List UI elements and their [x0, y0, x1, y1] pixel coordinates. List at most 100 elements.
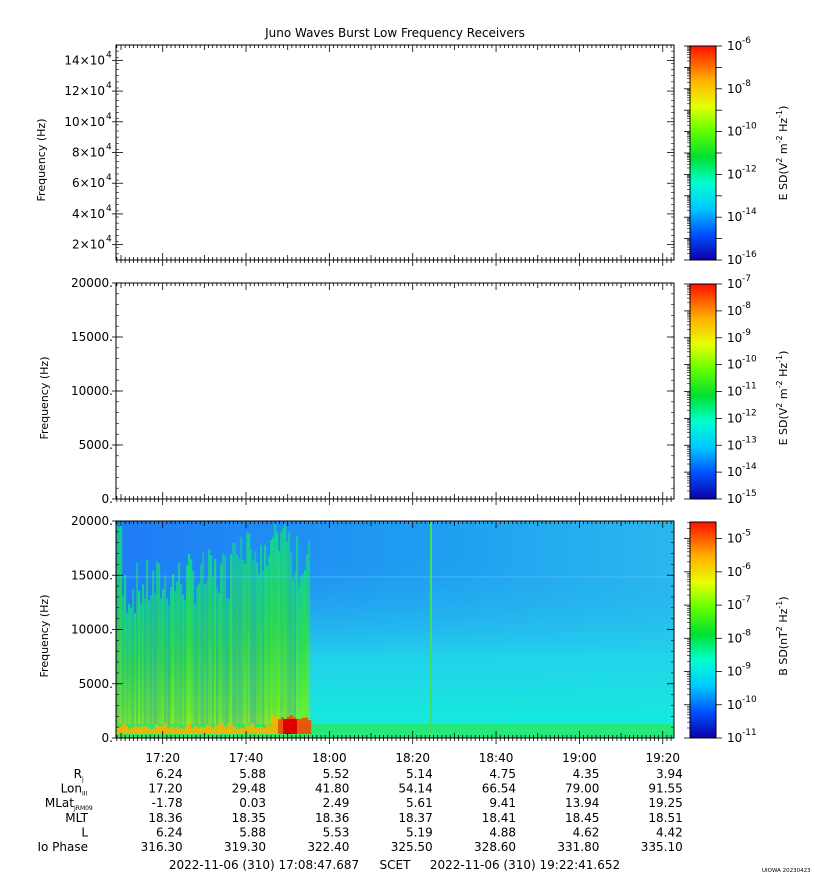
spectrogram-burst-column — [136, 562, 139, 738]
spectrogram-base-column — [245, 724, 249, 734]
spectrogram-base-column — [260, 727, 264, 734]
y-tick-label-exponent: 4 — [106, 173, 112, 183]
ephemeris-value: 19.25 — [648, 796, 682, 810]
spectrogram-burst-column — [256, 562, 259, 738]
spectrogram-base-column — [188, 723, 192, 734]
spectrogram-base-column — [170, 726, 174, 734]
y-tick-label: 12×10 — [64, 84, 105, 98]
ephemeris-value: 5.61 — [406, 796, 433, 810]
panel-2-colorbar — [689, 283, 717, 500]
panel-2-colorbar-label: E SD(V2 m-2 Hz-1) — [775, 351, 790, 446]
spectrogram-burst-column — [304, 570, 307, 738]
ephemeris-value: 4.35 — [573, 767, 600, 781]
spectrogram-base-column — [251, 723, 255, 734]
spectrogram-burst-column — [308, 541, 311, 738]
spectrogram-burst-column — [162, 589, 165, 738]
ephemeris-value: 18.41 — [482, 811, 516, 825]
spectrogram-base-column — [272, 716, 276, 734]
ephemeris-value: 2.49 — [323, 796, 350, 810]
spectrogram-base-column — [299, 718, 303, 734]
spectrogram-base-column — [167, 728, 171, 734]
y-tick-label: 10×10 — [64, 115, 105, 129]
ephemeris-value: 319.30 — [224, 840, 266, 854]
spectrogram-burst-column — [138, 590, 141, 738]
spectrogram-burst-column — [180, 583, 183, 738]
ephemeris-value: 17.20 — [148, 782, 182, 796]
colorbar-tick-label: 10 — [727, 438, 742, 452]
spectrogram-base-column — [233, 726, 237, 734]
spectrogram-burst-column — [248, 533, 251, 738]
spectrogram-burst-column — [224, 555, 227, 738]
spectrogram-burst-column — [146, 560, 149, 738]
spectrogram-base-column — [236, 728, 240, 734]
colorbar-tick-label: 10 — [727, 210, 742, 224]
spectrogram-burst-column — [202, 552, 205, 738]
x-tick-label: 18:40 — [479, 751, 514, 765]
spectrogram-burst-column — [298, 585, 301, 738]
colorbar-tick-label: 10 — [727, 358, 742, 372]
spectrogram-base-column — [269, 725, 273, 734]
spectrogram-base-column — [224, 726, 228, 734]
spectrogram-base-column — [152, 728, 156, 734]
spectrogram-burst-column — [302, 574, 305, 738]
spectrogram-burst-column — [244, 564, 247, 738]
spectrogram-base-column — [281, 717, 285, 734]
spectrogram-base-column — [305, 717, 309, 734]
spectrogram-burst-column — [278, 551, 281, 738]
spectrogram-burst-column — [258, 574, 261, 738]
panel-2-ylabel: Frequency (Hz) — [38, 357, 51, 440]
panel-1: 2×10 44×10 46×10 48×10 410×10 412×10 414×10 4 F… — [35, 36, 790, 267]
colorbar-tick-exponent: -11 — [742, 382, 757, 392]
colorbar-tick-exponent: -11 — [742, 728, 757, 738]
spectrogram-burst-column — [306, 554, 309, 738]
colorbar-tick-label: 10 — [727, 39, 742, 53]
spectrogram-burst-column — [126, 612, 129, 738]
spectrogram-burst-column — [168, 604, 171, 738]
colorbar-tick-exponent: -9 — [742, 662, 751, 672]
spectrogram-burst-column — [192, 571, 195, 738]
spectrogram-burst-column — [288, 532, 291, 738]
colorbar-tick-label: 10 — [727, 411, 742, 425]
panel-3-ytick-labels: 0. 5000. 10000. 15000. 20000. — [71, 514, 113, 745]
spectrogram-burst-column — [196, 585, 199, 738]
spectrogram-burst-column — [236, 554, 239, 738]
spectrogram-burst-column — [182, 594, 185, 738]
colorbar-label-sup: 2 — [775, 626, 784, 631]
spectrogram-burst-column — [260, 545, 263, 738]
colorbar-tick-exponent: -8 — [742, 79, 751, 89]
ephemeris-value: 3.94 — [656, 767, 683, 781]
colorbar-tick-exponent: -6 — [742, 36, 751, 46]
colorbar-label-sup: -1 — [775, 601, 784, 609]
ephemeris-row-label: MLT — [65, 811, 88, 825]
ephemeris-value: 4.88 — [489, 825, 516, 839]
ephemeris-value: 18.36 — [148, 811, 182, 825]
panel-2: 0. 5000. 10000. 15000. 20000. Frequency (Hz)… — [38, 274, 790, 506]
spectrogram-base-column — [209, 726, 213, 734]
panel-1-ylabel: Frequency (Hz) — [35, 119, 48, 202]
x-tick-label: 17:20 — [145, 751, 180, 765]
ephemeris-value: 66.54 — [482, 782, 516, 796]
spectrogram-base-column — [155, 724, 159, 734]
spectrogram-base-column — [185, 724, 189, 734]
colorbar-tick-exponent: -16 — [742, 250, 757, 260]
spectrogram-burst-column — [176, 581, 179, 738]
colorbar-tick-label: 10 — [727, 277, 742, 291]
spectrogram-burst-column — [286, 541, 289, 738]
spectrogram-burst-column — [178, 562, 181, 738]
colorbar-label-part: E SD(V — [777, 407, 790, 445]
ephemeris-value: 5.14 — [406, 767, 433, 781]
y-tick-label: 10000. — [71, 623, 113, 637]
ephemeris-value: 335.10 — [641, 840, 683, 854]
colorbar-tick-label: 10 — [727, 492, 742, 506]
colorbar-tick-exponent: -10 — [742, 122, 757, 132]
ephemeris-row-label-subscript: j — [81, 776, 84, 783]
spectrogram-burst-column — [214, 559, 217, 738]
y-tick-label: 14×10 — [64, 53, 105, 67]
spectrogram-burst-column — [276, 532, 279, 738]
spectrogram-burst-column — [212, 576, 215, 738]
ephemeris-value: 6.24 — [156, 767, 183, 781]
spectrogram-base-column — [206, 724, 210, 734]
spectrogram-base-column — [215, 725, 219, 734]
